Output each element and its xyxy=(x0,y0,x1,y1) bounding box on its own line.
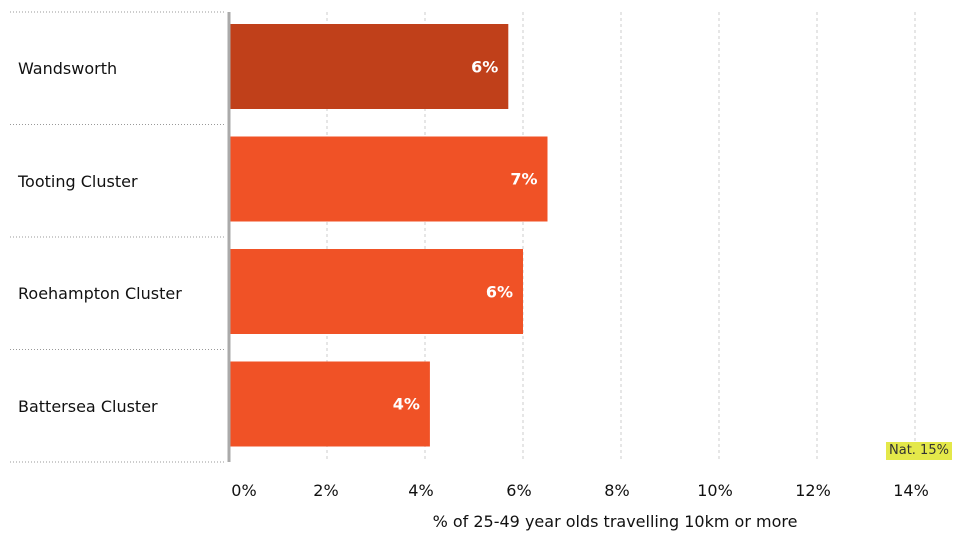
bar-value-label: 7% xyxy=(510,169,538,189)
category-label: Battersea Cluster xyxy=(18,397,158,416)
x-tick-label: 14% xyxy=(893,481,929,500)
x-tick-label: 2% xyxy=(313,481,339,500)
category-label: Wandsworth xyxy=(18,59,118,78)
bar xyxy=(229,136,548,222)
bar xyxy=(229,361,430,447)
x-tick-label: 0% xyxy=(231,481,257,500)
x-tick-label: 10% xyxy=(697,481,733,500)
x-tick-label: 6% xyxy=(506,481,532,500)
x-tick-label: 8% xyxy=(604,481,630,500)
bar-value-label: 6% xyxy=(485,282,513,301)
x-tick-label: 4% xyxy=(408,481,434,500)
x-tick-label: 12% xyxy=(795,481,831,500)
bar-value-label: 4% xyxy=(392,394,420,414)
bar-value-label: 6% xyxy=(471,57,499,76)
bar xyxy=(229,249,523,334)
bar xyxy=(229,24,509,109)
national-average-badge: Nat. 15% xyxy=(886,442,952,460)
category-label: Tooting Cluster xyxy=(18,172,138,191)
x-axis-title: % of 25-49 year olds travelling 10km or … xyxy=(432,512,798,531)
category-label: Roehampton Cluster xyxy=(18,284,182,303)
